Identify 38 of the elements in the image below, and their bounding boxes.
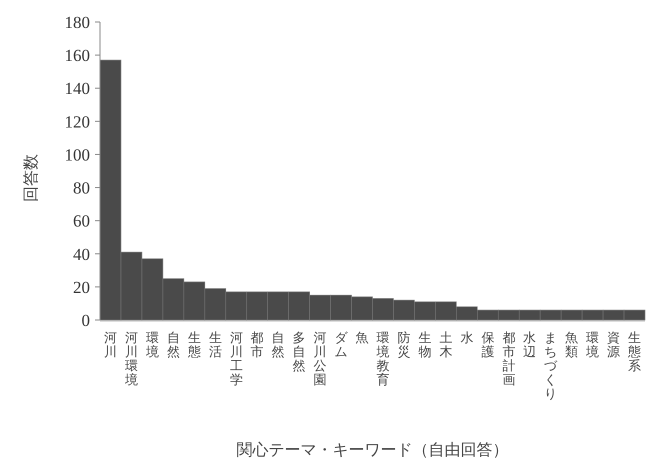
y-tick-label: 100	[64, 145, 90, 164]
x-tick-label: 河川	[104, 331, 117, 360]
x-tick-label: 生態系	[627, 331, 642, 374]
x-tick-label: 魚類	[565, 331, 578, 360]
x-tick-label: 水辺	[523, 331, 536, 360]
x-tick-label: 河川工学	[230, 331, 243, 388]
y-tick-label: 80	[73, 178, 90, 198]
y-tick-label: 120	[64, 112, 90, 132]
y-axis-title: 回答数	[21, 154, 40, 202]
x-tick-label: 都市計画	[502, 331, 516, 388]
x-tick-label: 保護	[481, 331, 494, 360]
x-tick-label: 多自然	[292, 331, 306, 374]
x-tick-label: 自然	[166, 331, 180, 360]
x-tick-label: 環境	[585, 331, 600, 360]
x-tick-label: 河川公園	[314, 331, 327, 388]
x-axis-title: 関心テーマ・キーワード（自由回答）	[236, 440, 508, 459]
y-tick-label: 0	[82, 311, 90, 330]
y-tick-label: 140	[64, 79, 90, 98]
y-tick-label: 160	[64, 46, 90, 66]
y-tick-label: 60	[73, 212, 90, 231]
y-tick-label: 20	[73, 278, 90, 297]
y-tick-label: 40	[73, 244, 90, 264]
x-tick-label: 河川環境	[124, 331, 138, 388]
y-tick-label: 180	[64, 13, 90, 32]
x-tick-label: 生物	[418, 331, 432, 360]
x-tick-label: 生活	[208, 331, 222, 360]
x-tick-label: 魚	[356, 331, 369, 346]
x-tick-label: ダム	[334, 331, 349, 360]
x-tick-label: 水	[460, 331, 474, 346]
x-tick-label: 生態	[186, 331, 201, 360]
x-tick-label: 土木	[439, 331, 452, 360]
x-tick-label: まちづくり	[544, 331, 558, 402]
x-tick-label: 資源	[607, 331, 620, 360]
x-tick-label: 環境	[144, 331, 159, 360]
x-tick-label: 防災	[397, 331, 410, 360]
x-tick-label: 環境教育	[375, 331, 390, 388]
x-tick-label: 自然	[272, 331, 285, 360]
x-tick-label: 都市	[250, 331, 264, 360]
